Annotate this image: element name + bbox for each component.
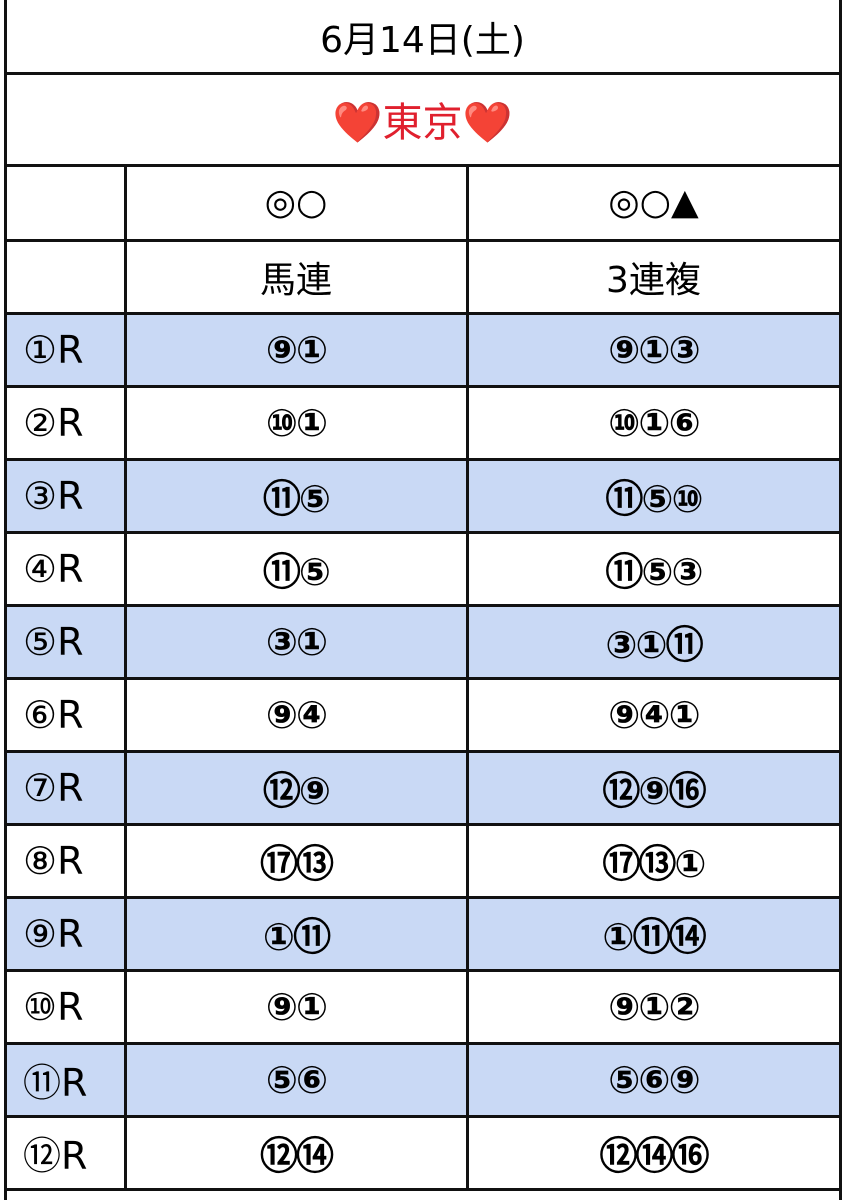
- sanrenpuku-pick: ⑩①⑥: [608, 400, 701, 445]
- sanrenpuku-pick: ⑨①②: [608, 984, 701, 1029]
- row-border: [5, 312, 840, 315]
- bet-type-header: 3連複: [606, 259, 701, 301]
- umaren-pick: ⑨①: [125, 313, 467, 386]
- mark-header: ◎○: [264, 182, 328, 223]
- row-border: [5, 677, 840, 680]
- row-border: [5, 823, 840, 826]
- row-border: [5, 72, 840, 75]
- umaren-pick: ⑰⑬: [259, 842, 334, 886]
- race-label: ⑤R: [5, 605, 125, 678]
- umaren-pick: ⑫⑨: [125, 751, 467, 824]
- bet-type-header: 馬連: [259, 259, 332, 301]
- race-label: ⑧R: [23, 838, 84, 883]
- race-label: ②R: [23, 400, 84, 445]
- mark-header: ◎○▲: [608, 182, 699, 223]
- column-border: [466, 165, 469, 1189]
- sanrenpuku-pick: ⑤⑥⑨: [467, 1043, 840, 1116]
- row-border: [5, 750, 840, 753]
- sanrenpuku-pick: ⑪⑤③: [605, 550, 703, 594]
- umaren-pick: ⑨④: [265, 692, 328, 737]
- sanrenpuku-pick: ③①⑪: [467, 605, 840, 678]
- sanrenpuku-pick: ⑨①③: [467, 313, 840, 386]
- date-title: 6月14日(土): [320, 19, 525, 61]
- row-border: [5, 896, 840, 899]
- sanrenpuku-pick: ①⑪⑭: [467, 897, 840, 970]
- race-label: ⑩R: [23, 984, 84, 1029]
- column-border: [839, 0, 842, 1200]
- umaren-pick: ⑨①: [265, 984, 328, 1029]
- race-label: ⑫R: [23, 1134, 88, 1178]
- sanrenpuku-pick: ⑰⑬①: [602, 842, 706, 886]
- row-border: [5, 458, 840, 461]
- row-border: [5, 969, 840, 972]
- sanrenpuku-pick: ⑪⑤⑩: [467, 459, 840, 532]
- row-border: [5, 1115, 840, 1118]
- results-table: 6月14日(土) ❤️東京❤️ ◎○ 馬連 ◎○▲ 3連複 ①R ⑨① ⑨①③ ②R ⑩① ⑩①⑥ ③R…: [4, 0, 842, 1200]
- race-label: ⑦R: [5, 751, 125, 824]
- race-label: ③R: [5, 459, 125, 532]
- row-border: [5, 1042, 840, 1045]
- umaren-pick: ①⑪: [125, 897, 467, 970]
- row-border: [5, 604, 840, 607]
- race-label: ⑨R: [5, 897, 125, 970]
- row-border: [5, 239, 840, 242]
- row-border: [5, 531, 840, 534]
- umaren-pick: ⑩①: [265, 400, 328, 445]
- row-border: [5, 385, 840, 388]
- sanrenpuku-pick: ⑫⑭⑯: [599, 1134, 709, 1178]
- umaren-pick: ⑤⑥: [125, 1043, 467, 1116]
- row-border: [5, 164, 840, 167]
- umaren-pick: ⑫⑭: [259, 1134, 334, 1178]
- sanrenpuku-pick: ⑨④①: [608, 692, 701, 737]
- race-label: ⑪R: [5, 1043, 125, 1116]
- sanrenpuku-pick: ⑫⑨⑯: [467, 751, 840, 824]
- venue-title: ❤️東京❤️: [332, 100, 513, 146]
- column-border: [124, 165, 127, 1189]
- umaren-pick: ③①: [125, 605, 467, 678]
- race-label: ④R: [23, 546, 84, 591]
- row-border: [5, 1188, 840, 1191]
- race-label: ①R: [5, 313, 125, 386]
- column-border: [4, 0, 7, 1200]
- umaren-pick: ⑪⑤: [125, 459, 467, 532]
- race-label: ⑥R: [23, 692, 84, 737]
- umaren-pick: ⑪⑤: [262, 550, 331, 594]
